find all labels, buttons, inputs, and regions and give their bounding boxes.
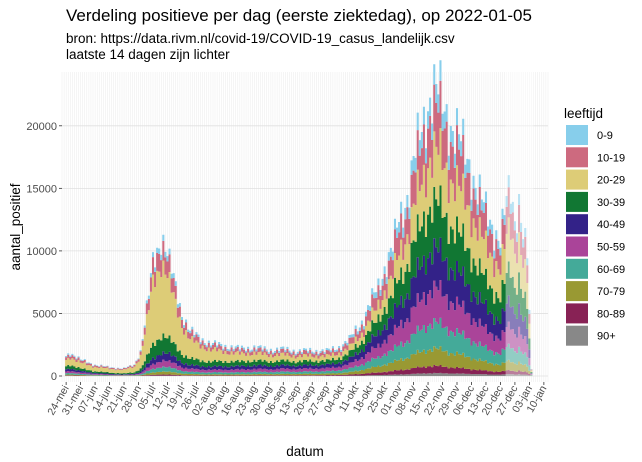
legend-swatch (566, 236, 588, 257)
legend-label: 50-59 (597, 242, 625, 254)
legend-label: 70-79 (597, 286, 625, 298)
legend-swatch (566, 169, 588, 190)
legend-label: 90+ (597, 331, 616, 343)
legend-swatch (566, 303, 588, 324)
area-layer-60-69 (65, 317, 533, 376)
legend-swatch (566, 191, 588, 212)
y-tick-label: 0 (51, 371, 57, 383)
legend-title: leeftijd (564, 106, 603, 121)
y-tick-label: 20000 (26, 121, 57, 133)
legend-label: 60-69 (597, 264, 625, 276)
y-tick-label: 10000 (26, 246, 57, 258)
x-axis: 24-mei31-mei07-jun14-jun21-jun28-jun05-j… (45, 382, 550, 418)
y-axis-title: aantal_positief (8, 183, 23, 270)
legend-label: 20-29 (597, 175, 625, 187)
subtitle-line-source: bron: https://data.rivm.nl/covid-19/COVI… (66, 31, 455, 46)
legend-label: 80-89 (597, 308, 625, 320)
legend: leeftijd 0-9 10-19 20-29 30-39 40-49 50-59 60-… (564, 106, 625, 346)
y-tick-label: 15000 (26, 183, 57, 195)
legend-swatch (566, 125, 588, 145)
legend-swatch (566, 258, 588, 279)
y-tick-label: 5000 (33, 308, 57, 320)
x-axis-title: datum (286, 444, 324, 459)
subtitle-line-note: laatste 14 dagen zijn lichter (66, 47, 230, 62)
chart-subtitle: bron: https://data.rivm.nl/covid-19/COVI… (66, 31, 455, 63)
area-layer-80-89 (65, 365, 533, 376)
area-layers (65, 60, 533, 376)
y-axis: 0 5000 10000 15000 20000 (26, 121, 62, 383)
legend-swatch (566, 281, 588, 302)
legend-swatch (566, 147, 588, 168)
area-layer-70-79 (65, 346, 533, 376)
legend-label: 10-19 (597, 152, 625, 164)
chart-title: Verdeling positieve per dag (eerste ziek… (66, 6, 532, 25)
legend-label: 40-49 (597, 219, 625, 231)
legend-label: 30-39 (597, 197, 625, 209)
area-layer-90plus (65, 372, 533, 376)
legend-swatch (566, 325, 588, 346)
legend-swatch (566, 214, 588, 235)
recent-days-highlight (505, 72, 534, 376)
legend-label: 0-9 (597, 130, 613, 142)
